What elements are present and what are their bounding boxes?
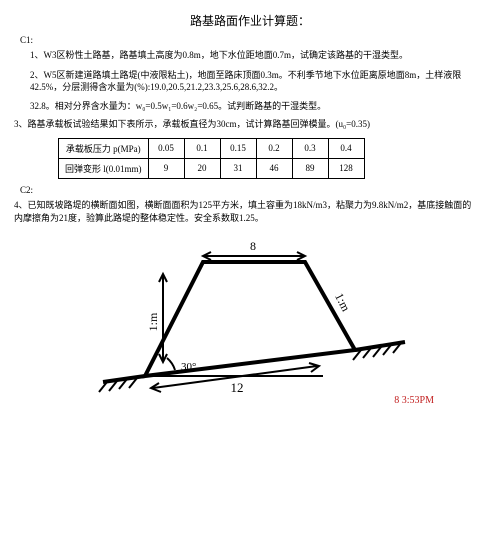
right-slope-label: 1:m xyxy=(332,290,353,314)
cell: 0.3 xyxy=(292,138,328,158)
table-row: 承载板压力 p(MPa) 0.05 0.1 0.15 0.2 0.3 0.4 xyxy=(59,138,365,158)
cell: 89 xyxy=(292,158,328,178)
row1-head: 承载板压力 p(MPa) xyxy=(59,138,149,158)
cell: 31 xyxy=(220,158,256,178)
embankment-outline xyxy=(145,262,355,376)
problem-1: 1、W3区粉性土路基，路基填土高度为0.8m，地下水位距地面0.7m，试确定该路… xyxy=(30,49,480,63)
cell: 0.2 xyxy=(256,138,292,158)
table-row: 回弹变形 l(0.01mm) 9 20 31 46 89 128 xyxy=(59,158,365,178)
top-dim-label: 8 xyxy=(250,239,256,253)
embankment-diagram: 8 1:m 1:m 30° xyxy=(20,232,480,409)
left-slope-label: 1:m xyxy=(146,312,160,331)
cell: 128 xyxy=(328,158,364,178)
problem-2b: 32.8。相对分界含水量为：w₀=0.5w₁=0.6w₂=0.65。试判断路基的… xyxy=(30,100,480,113)
load-table: 承载板压力 p(MPa) 0.05 0.1 0.15 0.2 0.3 0.4 回… xyxy=(58,138,365,179)
bottom-dim-label: 12 xyxy=(231,380,244,395)
cell: 0.4 xyxy=(328,138,364,158)
cell: 46 xyxy=(256,158,292,178)
cell: 0.15 xyxy=(220,138,256,158)
page-title: 路基路面作业计算题： xyxy=(20,12,480,29)
cell: 9 xyxy=(148,158,184,178)
problem-3: 3、路基承载板试验结果如下表所示，承载板直径为30cm，试计算路基回弹模量。(u… xyxy=(14,118,480,132)
section-c2: C2: xyxy=(20,185,480,195)
cell: 0.1 xyxy=(184,138,220,158)
angle-label: 30° xyxy=(181,361,196,373)
row2-head: 回弹变形 l(0.01mm) xyxy=(59,158,149,178)
cell: 20 xyxy=(184,158,220,178)
section-c1: C1: xyxy=(20,35,480,45)
problem-4: 4、已知既坡路堤的横断面如图，横断面面积为125平方米，填土容重为18kN/m3… xyxy=(14,199,480,226)
cell: 0.05 xyxy=(148,138,184,158)
problem-2: 2、W5区新建道路填土路堤(中液限粘土)，地面至路床顶面0.3m。不利季节地下水… xyxy=(30,69,480,94)
